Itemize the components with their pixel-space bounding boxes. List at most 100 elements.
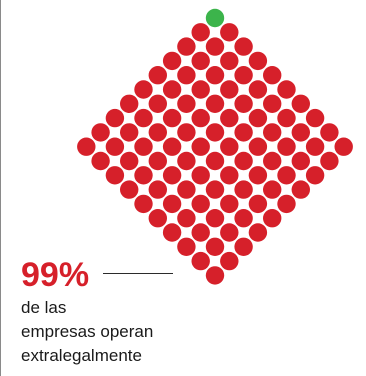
dot (120, 180, 139, 199)
dot (162, 137, 182, 156)
dot (120, 123, 139, 142)
dot (291, 151, 310, 171)
dot (191, 23, 210, 42)
dot (205, 66, 225, 85)
dot-highlighted (205, 8, 225, 28)
dot (205, 94, 225, 114)
dot (320, 151, 339, 171)
dot (191, 108, 210, 128)
dot (162, 194, 182, 214)
dot (248, 108, 268, 128)
dot (334, 137, 353, 156)
dot (305, 166, 325, 185)
dot (177, 209, 196, 228)
dot (263, 209, 282, 228)
dot (291, 123, 310, 142)
dot (234, 151, 253, 171)
dot (191, 80, 210, 99)
dot (105, 166, 125, 185)
dot (220, 108, 239, 128)
dot (120, 151, 139, 171)
caption-line-2: empresas operan (21, 322, 154, 341)
dot (177, 123, 196, 142)
dot (162, 80, 182, 99)
dot (148, 209, 167, 228)
dot (77, 137, 96, 156)
dot (305, 108, 325, 128)
dot (234, 180, 253, 199)
dot (162, 223, 182, 242)
dot (320, 123, 339, 142)
dot (263, 66, 282, 85)
dot (277, 137, 296, 156)
dot (120, 94, 139, 114)
dot (148, 94, 167, 114)
dot (263, 123, 282, 142)
dot (205, 151, 225, 171)
caption: de las empresas operan extralegalmente (21, 296, 221, 368)
dot (162, 51, 182, 71)
dot (205, 123, 225, 142)
dot (220, 251, 239, 271)
dot (220, 23, 239, 42)
dot (91, 151, 110, 171)
dot (220, 223, 239, 242)
dot (177, 66, 196, 85)
dot (177, 237, 196, 256)
dot (220, 137, 239, 156)
percentage-label: 99% (21, 256, 90, 294)
dot (105, 108, 125, 128)
dot (234, 66, 253, 85)
dot (177, 37, 196, 56)
dot (191, 51, 210, 71)
dot (134, 194, 153, 214)
dot (105, 137, 125, 156)
dot (248, 51, 268, 71)
dot (220, 51, 239, 71)
leader-line (103, 273, 173, 274)
dot (305, 137, 325, 156)
caption-line-3: extralegalmente (21, 346, 142, 365)
dot (177, 94, 196, 114)
dot (205, 209, 225, 228)
dot (205, 37, 225, 56)
dot (220, 80, 239, 99)
dot (134, 137, 153, 156)
dot (134, 108, 153, 128)
dot (205, 237, 225, 256)
dot (162, 108, 182, 128)
dot (248, 166, 268, 185)
dot (263, 151, 282, 171)
dot (248, 80, 268, 99)
dot (277, 194, 296, 214)
dot (291, 180, 310, 199)
dot (148, 123, 167, 142)
dot (191, 251, 210, 271)
dot (234, 209, 253, 228)
dot (234, 237, 253, 256)
dot (263, 180, 282, 199)
caption-line-1: de las (21, 298, 67, 317)
dot (148, 180, 167, 199)
dot (134, 166, 153, 185)
dot (263, 94, 282, 114)
dot (277, 166, 296, 185)
dot (248, 223, 268, 242)
dot (134, 80, 153, 99)
dot (191, 166, 210, 185)
dot (91, 123, 110, 142)
dot (248, 194, 268, 214)
dot (277, 108, 296, 128)
dot (177, 151, 196, 171)
dot (191, 194, 210, 214)
dot (205, 180, 225, 199)
dot (220, 194, 239, 214)
dot (148, 151, 167, 171)
dot (205, 266, 225, 285)
dot (234, 37, 253, 56)
dot (148, 66, 167, 85)
dot (234, 123, 253, 142)
dot (291, 94, 310, 114)
